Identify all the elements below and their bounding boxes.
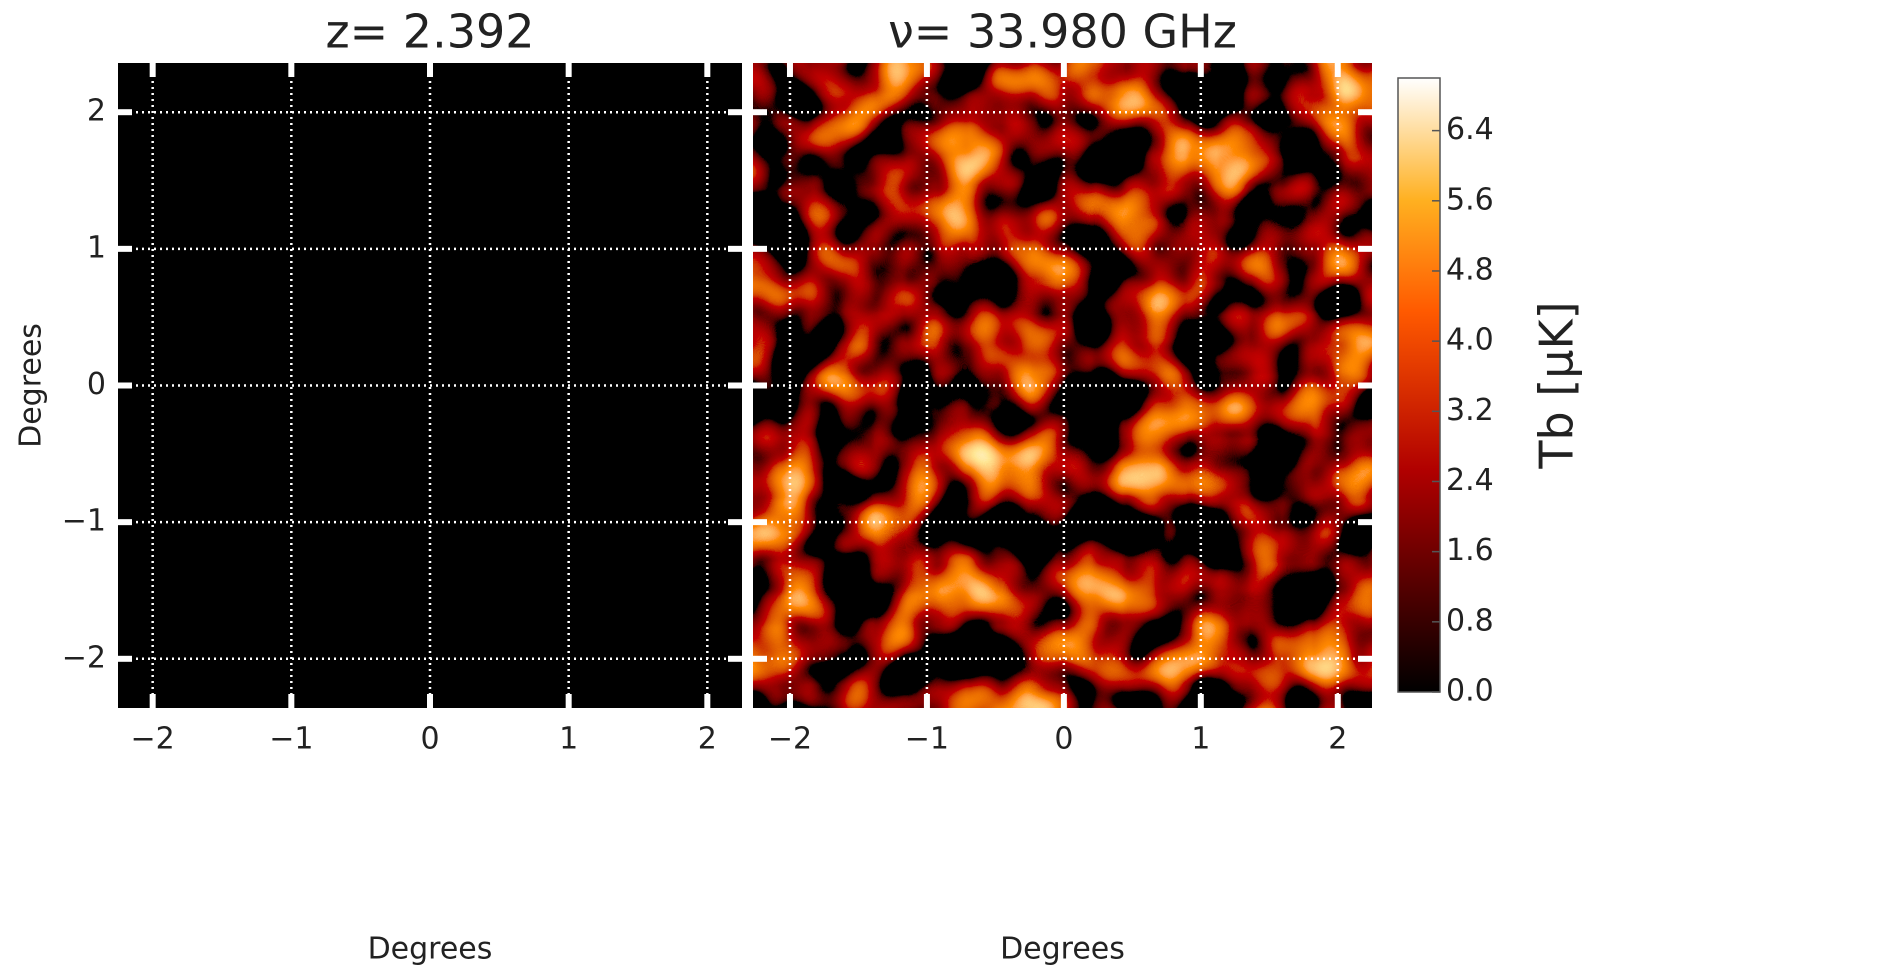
- y-tick-label: −1: [62, 504, 106, 539]
- y-tick-label: 0: [87, 367, 106, 402]
- colorbar-tick-label: 5.6: [1446, 182, 1494, 217]
- x-tick-label: −1: [905, 722, 949, 757]
- y-tick-label: −2: [62, 640, 106, 675]
- colorbar-label: Tb [μK]: [1530, 301, 1584, 469]
- panel-title: z= 2.392: [326, 5, 535, 59]
- y-axis-label: Degrees: [14, 323, 49, 448]
- panel-title: ν= 33.980 GHz: [888, 5, 1237, 59]
- x-tick-label: 1: [1191, 722, 1210, 757]
- x-axis-label: Degrees: [1000, 932, 1125, 967]
- x-tick-label: 1: [559, 722, 578, 757]
- x-axis-label: Degrees: [368, 932, 493, 967]
- colorbar-tick-label: 4.8: [1446, 252, 1494, 287]
- colorbar-tick-label: 4.0: [1446, 323, 1494, 358]
- colorbar-tick-label: 1.6: [1446, 533, 1494, 568]
- image-field: [753, 63, 1372, 708]
- x-tick-label: −2: [131, 722, 175, 757]
- colorbar-tick-label: 0.8: [1446, 603, 1494, 638]
- colorbar-tick-label: 3.2: [1446, 393, 1494, 428]
- x-tick-label: 2: [698, 722, 717, 757]
- x-tick-label: 0: [1054, 722, 1073, 757]
- x-tick-label: −2: [768, 722, 812, 757]
- y-tick-label: 2: [87, 94, 106, 129]
- x-tick-label: −1: [269, 722, 313, 757]
- colorbar-tick-label: 6.4: [1446, 112, 1494, 147]
- y-tick-label: 1: [87, 230, 106, 265]
- x-tick-label: 0: [420, 722, 439, 757]
- colorbar-tick-label: 2.4: [1446, 463, 1494, 498]
- colorbar-tick-label: 0.0: [1446, 674, 1494, 709]
- x-tick-label: 2: [1328, 722, 1347, 757]
- colorbar: [1397, 77, 1441, 693]
